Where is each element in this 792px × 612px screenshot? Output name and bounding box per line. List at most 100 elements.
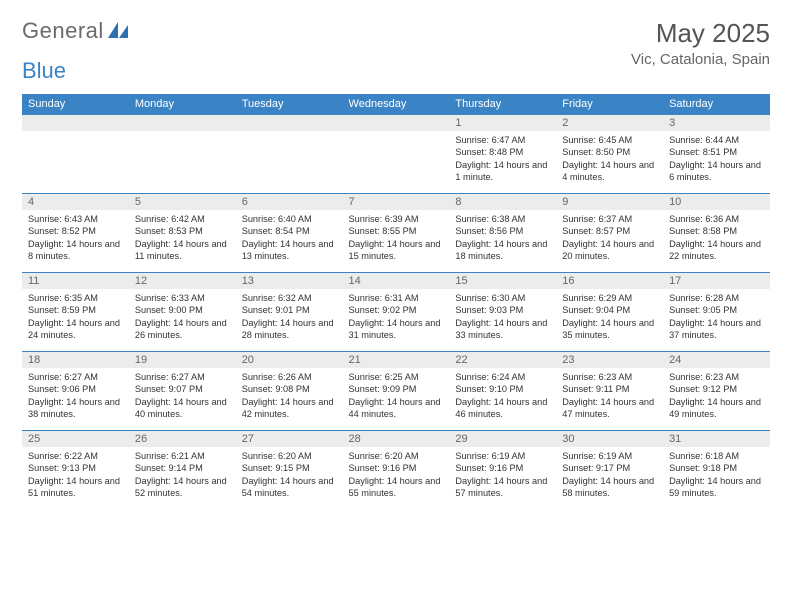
day-details: Sunrise: 6:45 AMSunset: 8:50 PMDaylight:… bbox=[556, 131, 663, 193]
weekday-header: Wednesday bbox=[343, 94, 450, 115]
day-number: 29 bbox=[449, 431, 556, 447]
day-number: 25 bbox=[22, 431, 129, 447]
sunset-text: Sunset: 8:55 PM bbox=[349, 225, 444, 237]
day-number: 31 bbox=[663, 431, 770, 447]
calendar-day-cell: 27Sunrise: 6:20 AMSunset: 9:15 PMDayligh… bbox=[236, 431, 343, 510]
calendar-week-row: 18Sunrise: 6:27 AMSunset: 9:06 PMDayligh… bbox=[22, 352, 770, 431]
calendar-day-cell: 7Sunrise: 6:39 AMSunset: 8:55 PMDaylight… bbox=[343, 194, 450, 273]
day-details: Sunrise: 6:39 AMSunset: 8:55 PMDaylight:… bbox=[343, 210, 450, 272]
calendar-day-cell: 6Sunrise: 6:40 AMSunset: 8:54 PMDaylight… bbox=[236, 194, 343, 273]
daylight-text: Daylight: 14 hours and 20 minutes. bbox=[562, 238, 657, 263]
day-number: 6 bbox=[236, 194, 343, 210]
sunset-text: Sunset: 9:00 PM bbox=[135, 304, 230, 316]
day-number: 28 bbox=[343, 431, 450, 447]
daylight-text: Daylight: 14 hours and 24 minutes. bbox=[28, 317, 123, 342]
daylight-text: Daylight: 14 hours and 11 minutes. bbox=[135, 238, 230, 263]
sunrise-text: Sunrise: 6:21 AM bbox=[135, 450, 230, 462]
day-number: 7 bbox=[343, 194, 450, 210]
calendar-day-cell bbox=[236, 115, 343, 194]
day-details: Sunrise: 6:29 AMSunset: 9:04 PMDaylight:… bbox=[556, 289, 663, 351]
calendar-day-cell: 16Sunrise: 6:29 AMSunset: 9:04 PMDayligh… bbox=[556, 273, 663, 352]
weekday-header-row: Sunday Monday Tuesday Wednesday Thursday… bbox=[22, 94, 770, 115]
sunrise-text: Sunrise: 6:23 AM bbox=[562, 371, 657, 383]
day-details: Sunrise: 6:21 AMSunset: 9:14 PMDaylight:… bbox=[129, 447, 236, 509]
calendar-day-cell: 31Sunrise: 6:18 AMSunset: 9:18 PMDayligh… bbox=[663, 431, 770, 510]
day-details: Sunrise: 6:42 AMSunset: 8:53 PMDaylight:… bbox=[129, 210, 236, 272]
day-number: 14 bbox=[343, 273, 450, 289]
sunset-text: Sunset: 9:12 PM bbox=[669, 383, 764, 395]
sunrise-text: Sunrise: 6:44 AM bbox=[669, 134, 764, 146]
calendar-day-cell: 19Sunrise: 6:27 AMSunset: 9:07 PMDayligh… bbox=[129, 352, 236, 431]
day-details: Sunrise: 6:22 AMSunset: 9:13 PMDaylight:… bbox=[22, 447, 129, 509]
day-number: 21 bbox=[343, 352, 450, 368]
brand-logo: General bbox=[22, 18, 130, 44]
sunset-text: Sunset: 9:15 PM bbox=[242, 462, 337, 474]
sunrise-text: Sunrise: 6:38 AM bbox=[455, 213, 550, 225]
calendar-week-row: 25Sunrise: 6:22 AMSunset: 9:13 PMDayligh… bbox=[22, 431, 770, 510]
day-number: 10 bbox=[663, 194, 770, 210]
calendar-day-cell: 8Sunrise: 6:38 AMSunset: 8:56 PMDaylight… bbox=[449, 194, 556, 273]
day-number: 11 bbox=[22, 273, 129, 289]
day-details: Sunrise: 6:23 AMSunset: 9:11 PMDaylight:… bbox=[556, 368, 663, 430]
day-details: Sunrise: 6:24 AMSunset: 9:10 PMDaylight:… bbox=[449, 368, 556, 430]
day-number bbox=[343, 115, 450, 131]
daylight-text: Daylight: 14 hours and 37 minutes. bbox=[669, 317, 764, 342]
logo-word-1: General bbox=[22, 18, 104, 44]
calendar-day-cell: 13Sunrise: 6:32 AMSunset: 9:01 PMDayligh… bbox=[236, 273, 343, 352]
sunset-text: Sunset: 9:09 PM bbox=[349, 383, 444, 395]
sunset-text: Sunset: 9:08 PM bbox=[242, 383, 337, 395]
day-number: 17 bbox=[663, 273, 770, 289]
day-details: Sunrise: 6:19 AMSunset: 9:17 PMDaylight:… bbox=[556, 447, 663, 509]
day-details: Sunrise: 6:25 AMSunset: 9:09 PMDaylight:… bbox=[343, 368, 450, 430]
daylight-text: Daylight: 14 hours and 13 minutes. bbox=[242, 238, 337, 263]
calendar-day-cell: 9Sunrise: 6:37 AMSunset: 8:57 PMDaylight… bbox=[556, 194, 663, 273]
daylight-text: Daylight: 14 hours and 33 minutes. bbox=[455, 317, 550, 342]
daylight-text: Daylight: 14 hours and 52 minutes. bbox=[135, 475, 230, 500]
sunrise-text: Sunrise: 6:22 AM bbox=[28, 450, 123, 462]
day-details: Sunrise: 6:19 AMSunset: 9:16 PMDaylight:… bbox=[449, 447, 556, 509]
sunrise-text: Sunrise: 6:45 AM bbox=[562, 134, 657, 146]
sunrise-text: Sunrise: 6:24 AM bbox=[455, 371, 550, 383]
day-details bbox=[343, 131, 450, 193]
day-number: 12 bbox=[129, 273, 236, 289]
calendar-page: General May 2025 Vic, Catalonia, Spain B… bbox=[0, 0, 792, 519]
daylight-text: Daylight: 14 hours and 46 minutes. bbox=[455, 396, 550, 421]
day-details: Sunrise: 6:23 AMSunset: 9:12 PMDaylight:… bbox=[663, 368, 770, 430]
sunrise-text: Sunrise: 6:27 AM bbox=[135, 371, 230, 383]
sunrise-text: Sunrise: 6:19 AM bbox=[455, 450, 550, 462]
day-details: Sunrise: 6:18 AMSunset: 9:18 PMDaylight:… bbox=[663, 447, 770, 509]
sunset-text: Sunset: 8:52 PM bbox=[28, 225, 123, 237]
day-number bbox=[22, 115, 129, 131]
daylight-text: Daylight: 14 hours and 6 minutes. bbox=[669, 159, 764, 184]
daylight-text: Daylight: 14 hours and 49 minutes. bbox=[669, 396, 764, 421]
daylight-text: Daylight: 14 hours and 28 minutes. bbox=[242, 317, 337, 342]
calendar-day-cell: 12Sunrise: 6:33 AMSunset: 9:00 PMDayligh… bbox=[129, 273, 236, 352]
day-number bbox=[236, 115, 343, 131]
sunset-text: Sunset: 8:54 PM bbox=[242, 225, 337, 237]
sunset-text: Sunset: 8:48 PM bbox=[455, 146, 550, 158]
day-details: Sunrise: 6:27 AMSunset: 9:06 PMDaylight:… bbox=[22, 368, 129, 430]
sunset-text: Sunset: 9:05 PM bbox=[669, 304, 764, 316]
calendar-day-cell: 1Sunrise: 6:47 AMSunset: 8:48 PMDaylight… bbox=[449, 115, 556, 194]
sunset-text: Sunset: 8:57 PM bbox=[562, 225, 657, 237]
sunset-text: Sunset: 9:03 PM bbox=[455, 304, 550, 316]
day-number: 20 bbox=[236, 352, 343, 368]
day-details: Sunrise: 6:30 AMSunset: 9:03 PMDaylight:… bbox=[449, 289, 556, 351]
sunset-text: Sunset: 8:53 PM bbox=[135, 225, 230, 237]
sunrise-text: Sunrise: 6:20 AM bbox=[349, 450, 444, 462]
logo-word-2: Blue bbox=[22, 58, 66, 83]
day-details: Sunrise: 6:35 AMSunset: 8:59 PMDaylight:… bbox=[22, 289, 129, 351]
day-details: Sunrise: 6:33 AMSunset: 9:00 PMDaylight:… bbox=[129, 289, 236, 351]
sunrise-text: Sunrise: 6:18 AM bbox=[669, 450, 764, 462]
calendar-day-cell: 11Sunrise: 6:35 AMSunset: 8:59 PMDayligh… bbox=[22, 273, 129, 352]
sunset-text: Sunset: 8:58 PM bbox=[669, 225, 764, 237]
weekday-header: Friday bbox=[556, 94, 663, 115]
daylight-text: Daylight: 14 hours and 1 minute. bbox=[455, 159, 550, 184]
day-number: 30 bbox=[556, 431, 663, 447]
calendar-day-cell: 21Sunrise: 6:25 AMSunset: 9:09 PMDayligh… bbox=[343, 352, 450, 431]
day-number: 22 bbox=[449, 352, 556, 368]
sunrise-text: Sunrise: 6:20 AM bbox=[242, 450, 337, 462]
month-title: May 2025 bbox=[631, 18, 770, 49]
calendar-day-cell bbox=[129, 115, 236, 194]
day-number: 23 bbox=[556, 352, 663, 368]
